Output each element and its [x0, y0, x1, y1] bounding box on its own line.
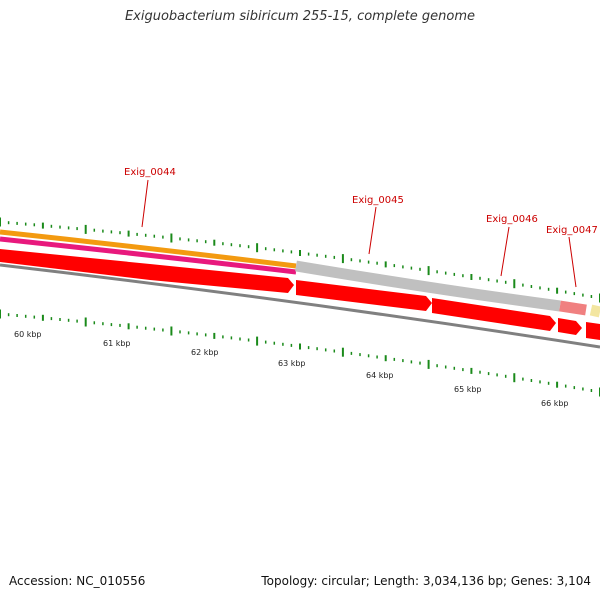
gene-label-leader: [368, 206, 377, 255]
gene-arrows: [0, 249, 600, 340]
gene-label-leader: [500, 226, 510, 277]
scale-label: 64 kbp: [366, 371, 394, 380]
scale-label: 63 kbp: [278, 359, 306, 368]
lower-tick-row: [0, 309, 600, 397]
genome-backbone: [0, 263, 600, 349]
grey-feature-band[interactable]: [295, 260, 561, 312]
gene-arrow[interactable]: [558, 318, 582, 335]
accession-text: Accession: NC_010556: [9, 574, 146, 588]
gene-label-exig-0046[interactable]: Exig_0046: [486, 214, 538, 225]
gene-label-exig-0044[interactable]: Exig_0044: [124, 167, 176, 178]
map-title: Exiguobacterium sibiricum 255-15, comple…: [124, 9, 476, 24]
gene-arrow[interactable]: [0, 249, 294, 293]
scale-label: 62 kbp: [191, 348, 219, 357]
scale-label: 60 kbp: [14, 330, 42, 339]
gene-arrow[interactable]: [432, 298, 556, 331]
gene-arrow[interactable]: [296, 280, 432, 311]
light-red-feature[interactable]: [559, 300, 587, 316]
gene-label-exig-0047[interactable]: Exig_0047: [546, 225, 598, 236]
scale-label: 61 kbp: [103, 339, 131, 348]
gene-arrow[interactable]: [586, 322, 600, 340]
pink-feature-band[interactable]: [0, 236, 297, 275]
genome-summary-text: Topology: circular; Length: 3,034,136 bp…: [261, 574, 591, 588]
scale-label: 65 kbp: [454, 385, 482, 394]
scale-label: 66 kbp: [541, 399, 569, 408]
gene-label-leader: [141, 179, 149, 228]
upper-tick-row: [0, 217, 600, 303]
gene-label-exig-0045[interactable]: Exig_0045: [352, 195, 404, 206]
orange-feature-band[interactable]: [0, 229, 297, 269]
yellow-feature[interactable]: [589, 304, 600, 318]
gene-label-leader: [568, 236, 577, 288]
